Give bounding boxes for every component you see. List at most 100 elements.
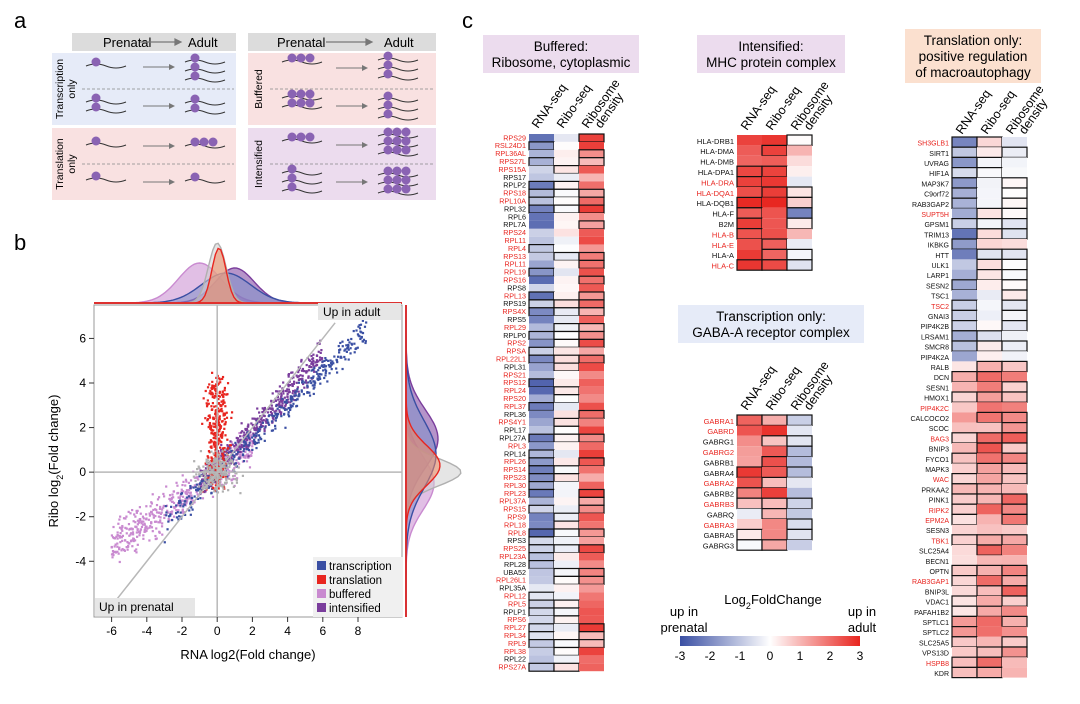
point-translation: [222, 458, 225, 461]
point-unchanged: [209, 466, 212, 469]
heatmap-cell: [976, 605, 1003, 618]
heatmap-cell: [1001, 574, 1028, 587]
point-buffered: [151, 530, 154, 533]
point-buffered: [181, 495, 185, 498]
point-buffered: [237, 462, 241, 466]
point-unchanged: [211, 481, 214, 484]
point-unchanged: [223, 473, 227, 476]
point-translation: [222, 448, 225, 451]
legend-transcription: transcription: [329, 561, 392, 573]
point-intensified: [271, 408, 274, 411]
point-transcription: [330, 363, 333, 366]
point-translation: [215, 376, 218, 380]
point-intensified: [278, 409, 281, 412]
point-transcription: [359, 337, 362, 341]
point-translation: [208, 392, 211, 395]
ribosome-icon: [401, 145, 411, 155]
point-transcription: [280, 406, 283, 409]
heatmap-cell: [952, 647, 977, 658]
point-transcription: [190, 496, 193, 500]
heatmap-cell: [762, 425, 787, 436]
point-unchanged: [224, 469, 227, 472]
point-transcription: [242, 450, 245, 453]
heatmap-cell: [1001, 534, 1028, 546]
heatmap-cell: [1001, 585, 1028, 597]
point-intensified: [275, 409, 278, 412]
point-translation: [217, 429, 220, 432]
heatmap-cell: [1002, 371, 1027, 382]
heatmap-cell: [529, 394, 554, 403]
point-intensified: [254, 429, 258, 432]
panel-a: Prenatal Adult Prenatal Adult Transcript…: [52, 33, 436, 200]
heatmap-cell: [554, 292, 579, 300]
point-buffered: [138, 506, 141, 509]
point-intensified: [277, 403, 281, 406]
title-transcription-line: GABA-A receptor complex: [692, 325, 850, 340]
heatmap-cell: [1001, 187, 1028, 199]
heatmap-cell: [951, 574, 978, 587]
point-intensified: [287, 375, 290, 378]
point-transcription: [242, 444, 246, 447]
point-intensified: [286, 398, 290, 401]
point-intensified: [282, 381, 285, 384]
heatmap-cell: [1001, 289, 1028, 301]
gene-label: WAC: [933, 477, 949, 484]
point-buffered: [152, 508, 155, 512]
point-unchanged: [218, 482, 221, 485]
heatmap-cell: [1001, 197, 1028, 209]
heatmap-cell: [1001, 279, 1028, 291]
point-intensified: [308, 364, 311, 368]
point-transcription: [341, 367, 344, 371]
point-buffered: [134, 515, 137, 518]
point-transcription: [318, 376, 321, 380]
heatmap-cell: [952, 443, 977, 454]
point-intensified: [244, 433, 247, 436]
point-unchanged: [206, 485, 209, 488]
gene-label: HLA-E: [712, 241, 734, 250]
gene-label: HLA-B: [712, 230, 734, 239]
heatmap-cell: [736, 259, 763, 271]
point-transcription: [207, 486, 211, 489]
point-buffered: [110, 545, 113, 549]
point-translation: [220, 420, 224, 423]
point-buffered: [251, 445, 254, 448]
gene-label: C9orf72: [924, 192, 949, 199]
heatmap-cell: [976, 360, 1003, 373]
heatmap-cell: [952, 524, 977, 535]
heatmap-transcription: Transcription only:GABA-A receptor compl…: [678, 305, 864, 551]
point-unchanged: [205, 487, 208, 490]
heatmap-cell: [976, 258, 1003, 271]
point-intensified: [307, 369, 310, 372]
point-intensified: [297, 366, 300, 369]
point-unchanged: [239, 492, 242, 495]
heatmap-cell: [579, 450, 604, 458]
heatmap-cell: [786, 435, 813, 447]
heatmap-cell: [529, 149, 554, 158]
point-intensified: [320, 348, 323, 352]
heatmap-cell: [553, 330, 580, 341]
heatmap-cell: [976, 136, 1003, 148]
point-buffered: [159, 521, 162, 524]
gene-label: RPL35A: [499, 584, 526, 593]
heatmap-cell: [528, 552, 555, 562]
point-buffered: [193, 501, 196, 504]
point-unchanged: [218, 485, 221, 488]
point-intensified: [256, 428, 259, 431]
point-intensified: [222, 453, 226, 457]
heatmap-cell: [762, 135, 787, 146]
point-transcription: [354, 347, 357, 351]
point-transcription: [283, 408, 287, 411]
point-translation: [221, 400, 224, 403]
point-transcription: [183, 503, 186, 506]
point-transcription: [361, 319, 365, 322]
point-intensified: [273, 410, 276, 413]
point-buffered: [157, 521, 160, 524]
heatmap-cell: [579, 228, 604, 237]
heatmap-cell: [578, 133, 605, 143]
gene-label: RPL10A: [499, 197, 526, 206]
point-translation: [206, 476, 209, 479]
heatmap-cell: [787, 539, 812, 551]
heatmap-cell: [1002, 330, 1027, 341]
point-buffered: [139, 528, 142, 531]
point-transcription: [235, 453, 238, 456]
